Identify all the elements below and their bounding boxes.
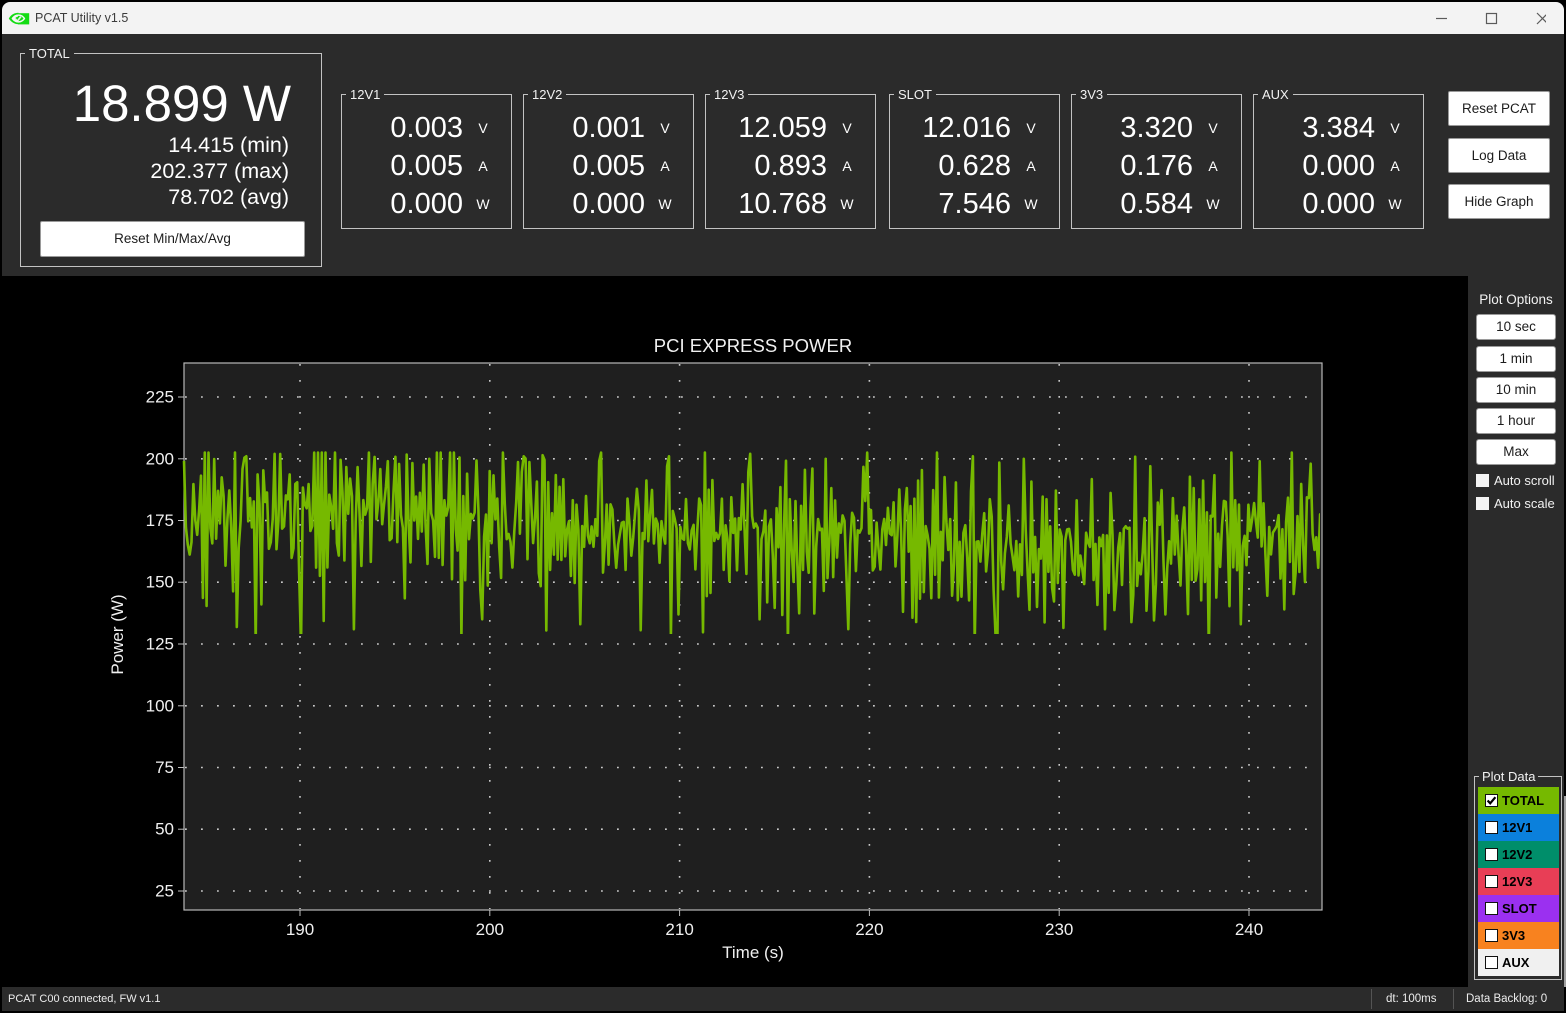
svg-text:125: 125 [146, 635, 174, 654]
svg-text:25: 25 [155, 882, 174, 901]
svg-text:100: 100 [146, 696, 174, 715]
svg-text:190: 190 [286, 920, 314, 939]
svg-text:200: 200 [476, 920, 504, 939]
svg-text:75: 75 [155, 758, 174, 777]
svg-text:175: 175 [146, 511, 174, 530]
svg-text:225: 225 [146, 388, 174, 407]
svg-text:PCI EXPRESS POWER: PCI EXPRESS POWER [654, 335, 852, 356]
svg-text:220: 220 [855, 920, 883, 939]
svg-text:150: 150 [146, 573, 174, 592]
svg-text:50: 50 [155, 820, 174, 839]
svg-text:210: 210 [665, 920, 693, 939]
svg-text:240: 240 [1235, 920, 1263, 939]
svg-text:230: 230 [1045, 920, 1073, 939]
svg-text:200: 200 [146, 449, 174, 468]
svg-text:Power (W): Power (W) [108, 594, 127, 674]
svg-text:Time (s): Time (s) [722, 943, 784, 962]
